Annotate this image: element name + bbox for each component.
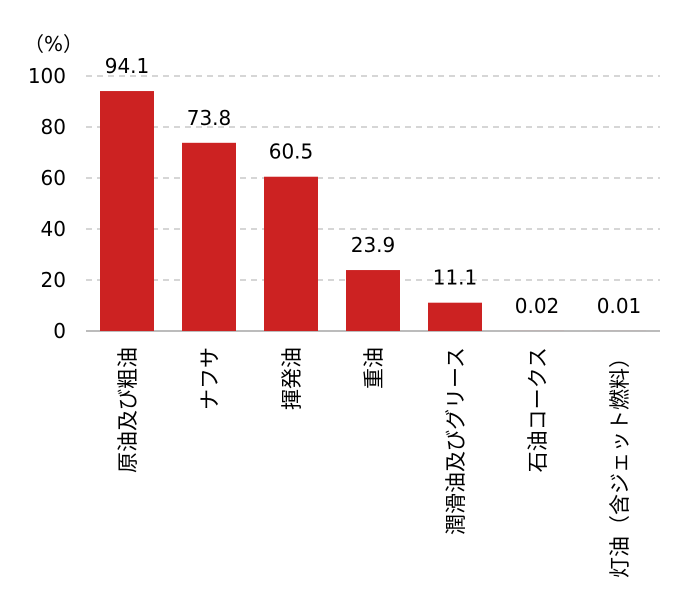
- x-tick-label-3: 重油: [362, 347, 386, 389]
- x-tick-label-2: 揮発油: [280, 347, 304, 410]
- data-label-2: 60.5: [269, 140, 314, 164]
- y-tick-label-80: 80: [41, 115, 66, 139]
- data-label-3: 23.9: [351, 233, 396, 257]
- y-tick-label-100: 100: [28, 64, 66, 88]
- x-tick-label-5: 石油コークス: [526, 347, 550, 472]
- x-tick-labels: 原油及び粗油 ナフサ 揮発油 重油 潤滑油及びグリース 石油コークス 灯油（含ジェット燃料）: [116, 347, 632, 578]
- y-tick-label-0: 0: [53, 319, 66, 343]
- data-label-6: 0.01: [597, 294, 642, 318]
- bar-3: [346, 270, 400, 331]
- x-tick-label-6: 灯油（含ジェット燃料）: [608, 347, 632, 578]
- data-label-1: 73.8: [187, 106, 232, 130]
- x-tick-label-1: ナフサ: [198, 347, 222, 410]
- bar-4: [428, 303, 482, 331]
- y-tick-labels: 0 20 40 60 80 100: [28, 64, 66, 343]
- data-label-4: 11.1: [433, 266, 478, 290]
- y-tick-label-40: 40: [41, 217, 66, 241]
- x-tick-label-0: 原油及び粗油: [116, 347, 140, 473]
- bar-2: [264, 177, 318, 331]
- y-axis-unit-label: （%）: [24, 28, 83, 57]
- y-tick-label-60: 60: [41, 166, 66, 190]
- x-tick-label-4: 潤滑油及びグリース: [444, 347, 468, 535]
- y-tick-label-20: 20: [41, 268, 66, 292]
- bar-0: [100, 91, 154, 331]
- data-label-0: 94.1: [105, 54, 150, 78]
- bar-1: [182, 143, 236, 331]
- data-label-5: 0.02: [515, 294, 560, 318]
